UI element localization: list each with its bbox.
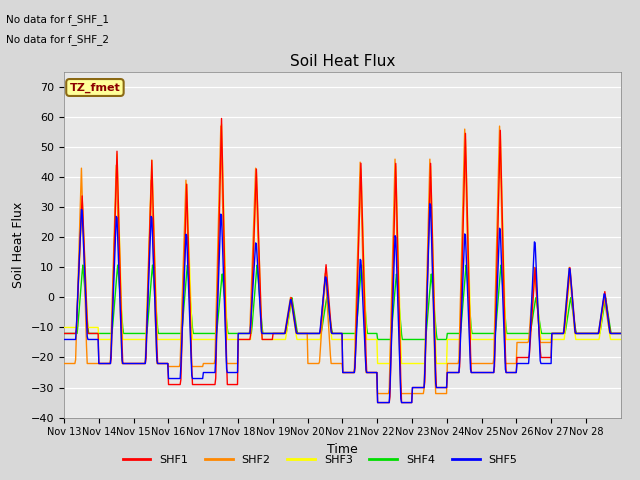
Line: SHF4: SHF4 [64,265,621,339]
SHF3 [256,279,264,285]
Legend: SHF1, SHF2, SHF3, SHF4, SHF5: SHF1, SHF2, SHF3, SHF4, SHF5 [118,451,522,469]
SHF5 [228,370,236,375]
Line: SHF1: SHF1 [64,119,621,403]
SHF5 [374,400,381,406]
SHF4 [617,331,625,336]
SHF5 [255,291,263,297]
SHF1 [617,331,625,336]
Line: SHF2: SHF2 [64,126,621,394]
SHF3 [401,360,409,366]
SHF3 [374,360,381,366]
SHF2 [60,360,68,366]
SHF2 [374,391,381,396]
SHF1 [125,360,133,366]
SHF2 [125,360,133,366]
SHF2 [228,360,236,366]
SHF4 [79,262,86,268]
SHF4 [60,331,68,336]
SHF5 [426,201,434,206]
SHF1 [256,278,264,284]
SHF5 [60,336,68,342]
SHF1 [401,400,409,406]
SHF1 [228,382,236,387]
SHF2 [217,123,225,129]
SHF5 [401,400,408,406]
SHF1 [218,116,225,121]
Line: SHF5: SHF5 [64,204,621,403]
SHF4 [401,336,409,342]
SHF4 [433,331,440,337]
SHF1 [277,331,285,336]
SHF3 [60,324,68,330]
SHF2 [401,391,409,396]
SHF4 [374,336,381,342]
SHF1 [374,400,381,406]
Text: TZ_fmet: TZ_fmet [70,83,120,93]
X-axis label: Time: Time [327,443,358,456]
SHF4 [277,331,285,336]
SHF4 [126,331,134,336]
SHF3 [125,336,133,342]
SHF3 [218,121,225,127]
SHF4 [228,331,236,336]
SHF3 [277,336,285,342]
SHF5 [617,331,625,336]
SHF5 [125,360,133,366]
Text: No data for f_SHF_1: No data for f_SHF_1 [6,14,109,25]
Text: No data for f_SHF_2: No data for f_SHF_2 [6,34,109,45]
SHF3 [228,336,236,342]
SHF1 [60,331,68,336]
Y-axis label: Soil Heat Flux: Soil Heat Flux [12,202,25,288]
SHF5 [276,331,284,336]
SHF4 [256,298,264,304]
SHF2 [277,331,285,336]
SHF2 [256,294,264,300]
SHF3 [617,336,625,342]
SHF2 [433,391,440,396]
Title: Soil Heat Flux: Soil Heat Flux [290,54,395,70]
SHF5 [433,384,440,390]
SHF3 [433,360,440,366]
SHF1 [433,384,440,390]
SHF2 [617,331,625,336]
Line: SHF3: SHF3 [64,124,621,363]
